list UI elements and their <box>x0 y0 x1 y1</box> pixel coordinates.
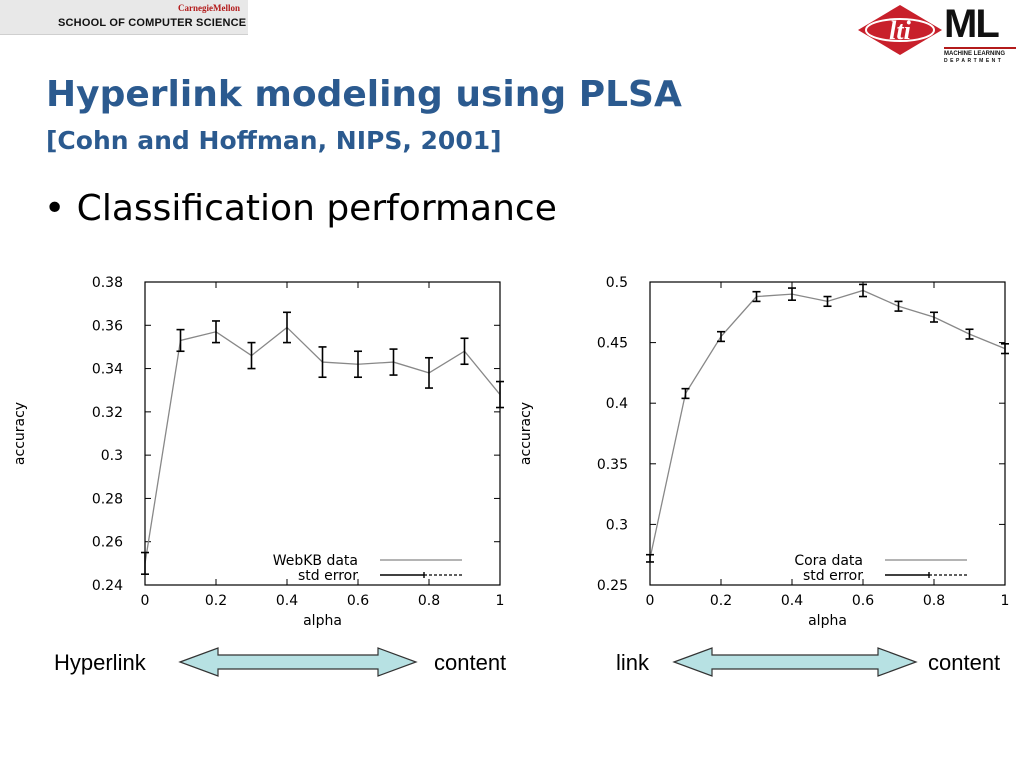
y-tick-label: 0.28 <box>92 491 123 507</box>
legend-label-error: std error <box>298 568 358 584</box>
arrow-label-link: link <box>616 650 650 675</box>
lti-swoosh <box>865 18 935 42</box>
bullet-classification: • Classification performance <box>44 188 557 229</box>
ml-logo-text: ML <box>944 2 1000 46</box>
x-tick-label: 0.8 <box>923 593 945 609</box>
ml-logo-rule <box>944 47 1016 49</box>
x-tick-label: 0.6 <box>347 593 369 609</box>
series-line <box>649 289 1006 559</box>
x-tick-label: 0.8 <box>418 593 440 609</box>
y-tick-label: 0.5 <box>606 275 628 291</box>
university-name: CarnegieMellon <box>178 3 240 13</box>
cora-chart: 0.25 0.3 0.35 0.4 0.45 0.5 0 0.2 0.4 0.6 0.8 1 alpha… <box>518 275 1010 629</box>
plot-frame <box>649 281 1006 586</box>
y-tick-label: 0.25 <box>597 578 628 594</box>
arrow-label-hyperlink: Hyperlink <box>54 650 146 675</box>
school-name: SCHOOL OF COMPUTER SCIENCE <box>58 17 247 29</box>
x-tick-label: 0.4 <box>276 593 298 609</box>
ml-logo: ML MACHINE LEARNING DEPARTMENT <box>944 2 1020 64</box>
double-arrow-2 <box>672 647 918 677</box>
y-tick-label: 0.35 <box>597 457 628 473</box>
legend-label-data: WebKB data <box>273 553 358 569</box>
x-tick-label: 0.2 <box>205 593 227 609</box>
cmu-header-bar: CarnegieMellon SCHOOL OF COMPUTER SCIENC… <box>0 0 248 35</box>
arrow-label-content-1: content <box>434 650 507 675</box>
ml-logo-sub: MACHINE LEARNING <box>944 51 1005 57</box>
ml-logo-dept: DEPARTMENT <box>944 58 1004 64</box>
y-tick-label: 0.3 <box>606 517 628 533</box>
x-tick-label: 1 <box>1001 593 1010 609</box>
lti-logo: lti <box>858 5 942 55</box>
x-tick-label: 0.4 <box>781 593 803 609</box>
y-tick-label: 0.32 <box>92 405 123 421</box>
y-tick-label: 0.34 <box>92 362 123 378</box>
x-tick-label: 1 <box>496 593 505 609</box>
x-axis-label: alpha <box>303 613 342 629</box>
slide-subtitle: [Cohn and Hoffman, NIPS, 2001] <box>46 126 502 155</box>
legend-label-data: Cora data <box>794 553 863 569</box>
lti-diamond <box>858 5 942 55</box>
arrow-label-content-2: content <box>928 650 1001 675</box>
y-tick-label: 0.26 <box>92 535 123 551</box>
y-tick-label: 0.45 <box>597 336 628 352</box>
lti-text: lti <box>889 16 911 45</box>
slide-title: Hyperlink modeling using PLSA <box>46 74 682 115</box>
plot-frame <box>144 281 501 586</box>
x-tick-label: 0.2 <box>710 593 732 609</box>
x-axis-label: alpha <box>808 613 847 629</box>
y-tick-label: 0.38 <box>92 275 123 291</box>
webkb-chart: 0.24 0.26 0.28 0.3 0.32 0.34 0.36 0.38 0 0.2 0.4 0.… <box>12 275 505 629</box>
y-tick-label: 0.3 <box>101 448 123 464</box>
y-tick-label: 0.36 <box>92 318 123 334</box>
y-tick-label: 0.24 <box>92 578 123 594</box>
y-axis-label: accuracy <box>518 402 534 465</box>
x-tick-label: 0 <box>141 593 150 609</box>
x-tick-label: 0 <box>646 593 655 609</box>
y-axis-label: accuracy <box>12 402 28 465</box>
double-arrow-1 <box>178 647 418 677</box>
y-tick-label: 0.4 <box>606 396 628 412</box>
x-tick-label: 0.6 <box>852 593 874 609</box>
legend-label-error: std error <box>803 568 863 584</box>
